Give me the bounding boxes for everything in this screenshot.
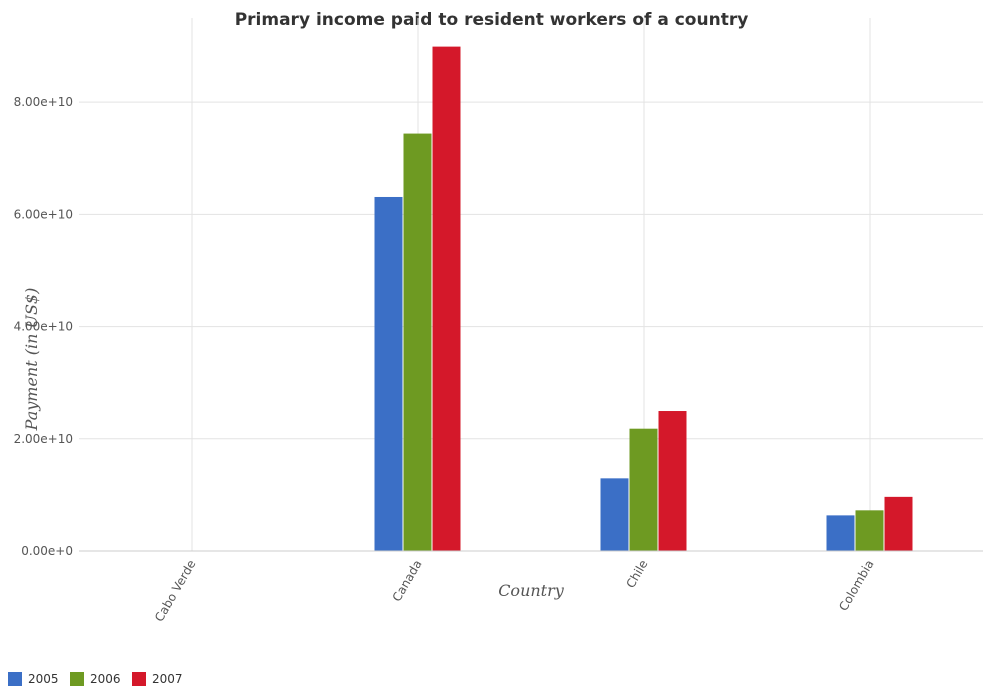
- y-tick-label: 8.00e+10: [14, 95, 73, 109]
- x-tick-label: Chile: [623, 558, 650, 591]
- y-tick-label: 0.00e+0: [21, 544, 73, 558]
- grid-layer: [79, 18, 983, 552]
- x-tick-label: Canada: [390, 558, 425, 605]
- bar-2005-canada: [374, 196, 403, 552]
- x-tick-label: Colombia: [836, 558, 876, 614]
- x-tick-label: Cabo Verde: [152, 558, 199, 625]
- bar-2006-chile: [629, 428, 658, 551]
- chart-title: Primary income paid to resident workers …: [234, 10, 749, 30]
- y-axis-title: Payment (in US$): [22, 288, 41, 432]
- bar-2007-canada: [432, 46, 461, 552]
- legend-label-2005: 2005: [28, 672, 59, 686]
- bars-layer: [148, 46, 913, 552]
- legend-swatch-2006: [70, 672, 84, 686]
- bar-2007-colombia: [884, 496, 913, 551]
- x-axis-title: Country: [498, 581, 565, 600]
- legend: 2005 2006 2007: [8, 672, 183, 686]
- y-tick-label: 4.00e+10: [14, 320, 73, 334]
- legend-label-2007: 2007: [152, 672, 183, 686]
- legend-swatch-2005: [8, 672, 22, 686]
- bar-2005-chile: [600, 478, 629, 551]
- bar-2006-colombia: [855, 510, 884, 551]
- bar-2005-colombia: [826, 515, 855, 551]
- bar-2007-chile: [658, 411, 687, 551]
- legend-label-2006: 2006: [90, 672, 121, 686]
- legend-swatch-2007: [132, 672, 146, 686]
- y-tick-label: 2.00e+10: [14, 432, 73, 446]
- bar-2006-canada: [403, 133, 432, 551]
- y-tick-label: 6.00e+10: [14, 207, 73, 221]
